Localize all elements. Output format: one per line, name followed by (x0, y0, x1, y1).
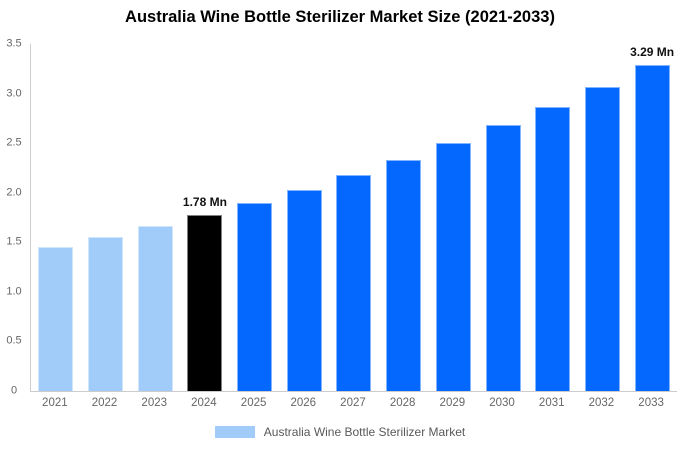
bar-slot-2027 (329, 44, 379, 391)
bar-slot-2031 (528, 44, 578, 391)
bar-2032 (584, 86, 620, 391)
chart-title: Australia Wine Bottle Sterilizer Market … (125, 8, 555, 26)
bar-slot-2023 (130, 44, 180, 391)
bar-slot-2024: 1.78 Mn (180, 44, 230, 391)
x-tick-2027: 2027 (340, 397, 366, 409)
y-tick-2.0: 2.0 (6, 186, 22, 199)
bar-slot-2029 (429, 44, 479, 391)
x-tick-2023: 2023 (141, 397, 168, 409)
y-axis: 0 0.5 1.0 1.5 2.0 2.5 3.0 3.5 (0, 38, 30, 396)
bar-slot-2028 (379, 44, 429, 391)
x-tick-2028: 2028 (389, 397, 416, 409)
plot-area: 1.78 Mn 3.29 Mn (30, 44, 677, 392)
bar-2031 (535, 106, 571, 391)
bar-2030 (485, 125, 521, 391)
bar-2028 (386, 160, 422, 391)
bar-slot-2032 (578, 44, 628, 391)
y-tick-0: 0 (10, 384, 18, 397)
x-tick-2033: 2033 (638, 397, 664, 409)
bar-slot-2033: 3.29 Mn (627, 44, 677, 391)
x-tick-2029: 2029 (439, 397, 466, 409)
bar-slot-2021 (31, 44, 81, 391)
x-tick-2031: 2031 (538, 397, 565, 409)
bar-slot-2030 (478, 44, 528, 391)
bar-2033 (634, 64, 670, 391)
y-tick-2.5: 2.5 (6, 136, 22, 149)
x-tick-2022: 2022 (91, 397, 118, 409)
legend-label: Australia Wine Bottle Sterilizer Market (263, 425, 466, 439)
bar-slot-2025 (230, 44, 280, 391)
value-label-2024: 1.78 Mn (182, 194, 227, 209)
bar-2022 (88, 237, 124, 391)
bar-2027 (336, 174, 372, 391)
x-tick-2021: 2021 (42, 397, 68, 409)
bar-2021 (38, 247, 74, 391)
bar-2024 (187, 214, 223, 391)
bar-2029 (435, 143, 471, 391)
bar-2026 (286, 189, 322, 391)
x-axis: 2021 2022 2023 2024 2025 2026 2027 2028 2029 2030… (30, 397, 676, 409)
y-tick-1.5: 1.5 (6, 235, 22, 248)
y-tick-1.0: 1.0 (6, 285, 22, 298)
legend: Australia Wine Bottle Sterilizer Market (0, 425, 680, 439)
y-tick-3.0: 3.0 (6, 87, 22, 100)
value-label-2033: 3.29 Mn (630, 44, 675, 59)
bar-slot-2022 (81, 44, 131, 391)
bar-2025 (237, 202, 273, 391)
x-tick-2030: 2030 (489, 397, 515, 409)
legend-swatch-icon (214, 426, 255, 438)
x-tick-2024: 2024 (191, 397, 217, 409)
x-tick-2025: 2025 (240, 397, 267, 409)
y-tick-0.5: 0.5 (6, 334, 22, 347)
x-tick-2032: 2032 (588, 397, 615, 409)
bar-2023 (137, 226, 173, 391)
x-tick-2026: 2026 (290, 397, 317, 409)
y-tick-3.5: 3.5 (6, 37, 22, 50)
bar-slot-2026 (279, 44, 329, 391)
